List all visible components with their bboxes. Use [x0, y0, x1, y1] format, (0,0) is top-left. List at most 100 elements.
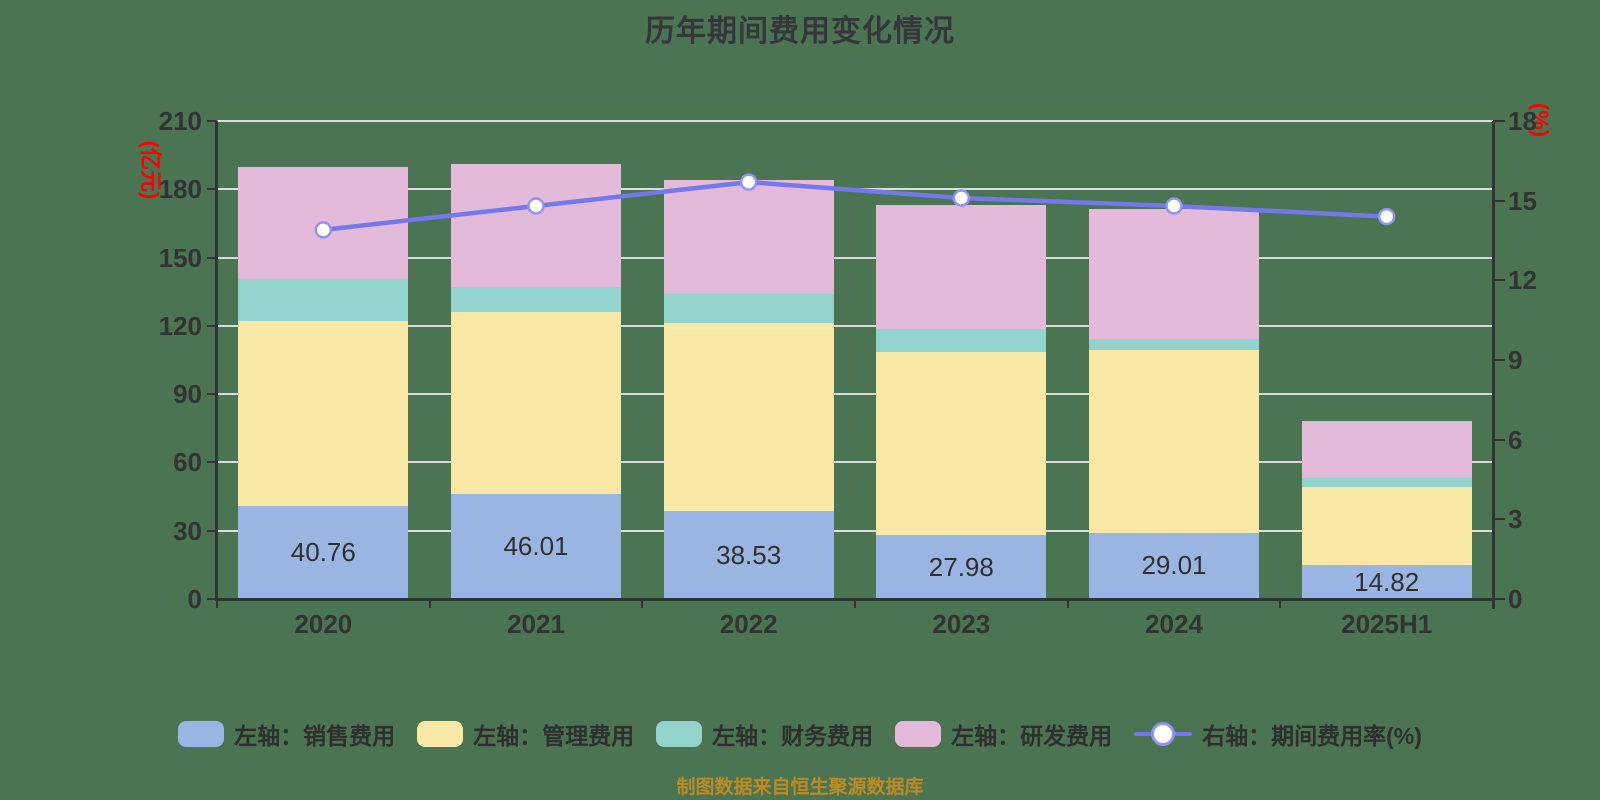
- left-axis-tick: [207, 393, 217, 396]
- left-axis-tick-label: 210: [158, 106, 202, 136]
- bar-value-label: 14.82: [1354, 566, 1420, 597]
- gridline: [217, 324, 1493, 327]
- bar-value-label: 38.53: [716, 539, 782, 570]
- legend-item-rate[interactable]: 右轴：期间费用率(%): [1134, 717, 1422, 751]
- left-axis-tick-label: 150: [158, 242, 202, 273]
- left-axis-tick: [207, 461, 217, 464]
- legend-item-finance[interactable]: 左轴：财务费用: [656, 717, 873, 751]
- right-axis-tick: [1493, 120, 1505, 122]
- bar-segment-admin: [238, 320, 409, 507]
- right-axis-tick: [1493, 199, 1505, 202]
- legend: 左轴：销售费用 左轴：管理费用 左轴：财务费用 左轴：研发费用 右轴：期间费用率(%): [0, 716, 1600, 752]
- right-axis-tick-label: 12: [1508, 265, 1537, 296]
- rate-marker: [527, 197, 545, 215]
- left-axis-tick: [207, 256, 217, 259]
- gridline: [217, 393, 1493, 396]
- left-axis-tick: [207, 324, 217, 327]
- legend-item-label: 左轴：管理费用: [473, 723, 635, 749]
- gridline: [217, 256, 1493, 259]
- x-category-label: 2024: [1145, 609, 1203, 639]
- bar-segment-admin: [1089, 350, 1259, 533]
- legend-item-admin[interactable]: 左轴：管理费用: [417, 717, 634, 751]
- legend-item-label: 左轴：财务费用: [712, 723, 874, 749]
- rate-marker: [1165, 197, 1183, 215]
- legend-swatch-finance: [656, 721, 703, 747]
- legend-item-sales[interactable]: 左轴：销售费用: [178, 717, 395, 751]
- rate-trend-line: [321, 179, 1389, 233]
- bar-segment-finance: [451, 287, 621, 313]
- bar-value-label: 27.98: [928, 551, 994, 582]
- left-axis-tick: [207, 188, 217, 191]
- legend-item-label: 左轴：研发费用: [951, 723, 1113, 749]
- x-axis-tick: [1492, 599, 1494, 608]
- left-axis-tick-label: 60: [173, 447, 202, 478]
- x-axis-tick: [854, 599, 856, 608]
- left-axis-line: [215, 121, 218, 601]
- left-axis-tick: [207, 120, 217, 122]
- legend-item-label: 右轴：期间费用率(%): [1202, 723, 1422, 749]
- right-axis-tick: [1493, 518, 1505, 521]
- legend-line-marker-icon: [1151, 722, 1176, 746]
- bar-segment-rd: [876, 205, 1047, 329]
- legend-item-label: 左轴：销售费用: [234, 723, 396, 749]
- rate-marker: [739, 173, 758, 191]
- source-note: 制图数据来自恒生聚源数据库: [676, 777, 924, 798]
- right-axis-tick-label: 9: [1508, 345, 1523, 375]
- left-axis-tick-label: 180: [158, 174, 202, 205]
- bar-segment-sales: 29.01: [1089, 532, 1259, 599]
- bar-segment-finance: [876, 328, 1047, 352]
- gridline: [217, 529, 1493, 532]
- rate-marker: [314, 221, 333, 239]
- bar-segment-sales: 27.98: [876, 535, 1047, 599]
- right-axis-tick: [1493, 438, 1505, 441]
- right-axis-line: [1492, 121, 1495, 609]
- legend-item-rd[interactable]: 左轴：研发费用: [895, 717, 1112, 751]
- x-category-label: 2021: [507, 609, 565, 639]
- bar-segment-admin: [451, 312, 621, 495]
- bar-segment-sales: 46.01: [451, 494, 621, 599]
- left-axis-tick-label: 30: [173, 515, 202, 546]
- bar-value-label: 40.76: [290, 537, 356, 568]
- right-axis-tick: [1493, 598, 1505, 600]
- bar-segment-admin: [663, 322, 834, 512]
- x-axis-tick: [1066, 599, 1069, 608]
- right-axis-tick-label: 0: [1508, 584, 1523, 614]
- x-category-label: 2023: [932, 609, 991, 639]
- legend-swatch-sales: [178, 721, 225, 747]
- bar-segment-sales: 40.76: [238, 506, 409, 599]
- x-axis-tick: [641, 599, 644, 608]
- legend-line-icon: [1134, 721, 1193, 747]
- rate-marker: [1377, 207, 1396, 226]
- rate-marker: [952, 189, 971, 207]
- right-axis-tick-label: 6: [1508, 424, 1523, 455]
- x-category-label: 2020: [294, 609, 353, 639]
- right-axis-tick-label: 3: [1508, 504, 1523, 535]
- bar-segment-rd: [451, 163, 621, 288]
- bar-segment-admin: [1301, 486, 1472, 566]
- right-axis-tick: [1493, 279, 1505, 282]
- bar-segment-finance: [1089, 338, 1259, 351]
- bar-segment-finance: [663, 293, 834, 323]
- left-axis-tick-label: 120: [158, 310, 202, 341]
- legend-swatch-rd: [895, 721, 942, 747]
- x-category-label: 2022: [719, 609, 778, 639]
- left-axis-tick: [207, 598, 217, 600]
- bar-segment-sales: 14.82: [1301, 565, 1472, 599]
- bar-segment-sales: 38.53: [663, 511, 834, 599]
- bar-segment-finance: [1301, 478, 1472, 487]
- right-axis-tick-label: 18: [1508, 106, 1537, 136]
- chart-title: 历年期间费用变化情况: [645, 15, 955, 48]
- bar-segment-rd: [1089, 208, 1259, 339]
- gridline: [217, 461, 1493, 464]
- bar-value-label: 46.01: [503, 531, 569, 562]
- bar-segment-finance: [238, 279, 409, 321]
- left-axis-tick: [207, 529, 217, 532]
- right-axis-tick-label: 15: [1508, 185, 1537, 216]
- legend-swatch-admin: [417, 721, 464, 747]
- x-category-label: 2025H1: [1341, 609, 1433, 639]
- bar-segment-admin: [876, 351, 1047, 536]
- gridline: [217, 120, 1493, 122]
- left-axis-tick-label: 0: [187, 584, 202, 614]
